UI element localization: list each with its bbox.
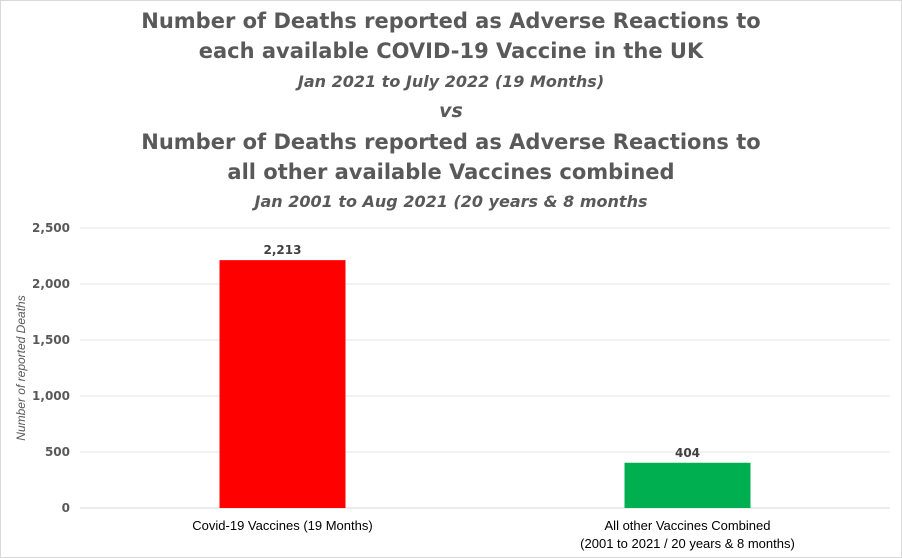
- title-date-range-1: Jan 2021 to July 2022 (19 Months): [297, 72, 605, 91]
- title-vs: vs: [439, 100, 463, 122]
- x-axis-categories: Covid-19 Vaccines (19 Months) All other V…: [192, 518, 795, 551]
- title-line-1: Number of Deaths reported as Adverse Rea…: [141, 9, 761, 33]
- y-tick-label: 1,500: [32, 333, 70, 347]
- y-axis-label: Number of reported Deaths: [14, 295, 28, 440]
- bar: [624, 462, 751, 508]
- title-date-range-2: Jan 2001 to Aug 2021 (20 years & 8 month…: [254, 192, 648, 211]
- bar: [219, 260, 346, 508]
- x-category-label: All other Vaccines Combined: [605, 518, 771, 533]
- x-category-label: (2001 to 2021 / 20 years & 8 months): [580, 536, 795, 551]
- title-line-2: each available COVID-19 Vaccine in the U…: [198, 39, 704, 63]
- y-tick-label: 2,000: [32, 277, 70, 291]
- bars: [219, 260, 751, 508]
- data-labels: 2,213 404: [264, 243, 701, 460]
- title-line-4: Number of Deaths reported as Adverse Rea…: [141, 130, 761, 154]
- data-label: 404: [675, 446, 700, 460]
- x-category-label: Covid-19 Vaccines (19 Months): [192, 518, 372, 533]
- data-label: 2,213: [264, 243, 302, 257]
- y-tick-label: 1,000: [32, 389, 70, 403]
- y-tick-label: 0: [62, 501, 70, 515]
- gridlines: [80, 227, 890, 509]
- title-line-5: all other available Vaccines combined: [227, 160, 675, 184]
- y-axis-ticks: 0 500 1,000 1,500 2,000 2,500: [32, 221, 70, 515]
- y-tick-label: 500: [45, 445, 70, 459]
- y-tick-label: 2,500: [32, 221, 70, 235]
